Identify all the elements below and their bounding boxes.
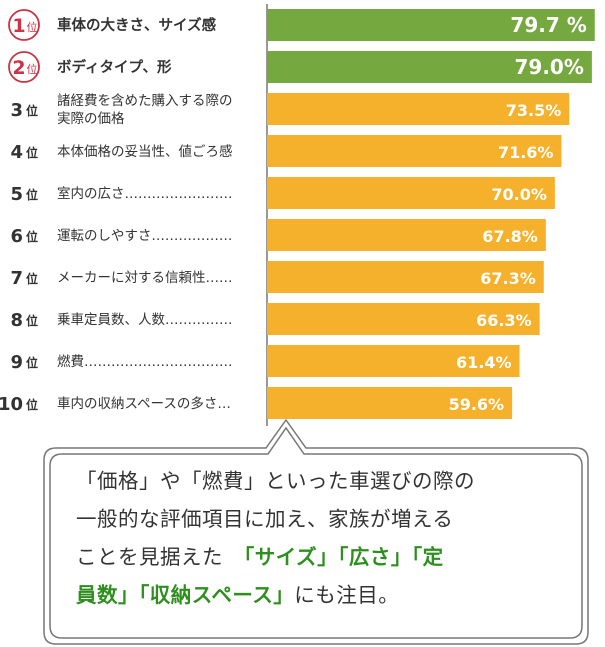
category-label-9: 燃費…………………………… — [57, 353, 233, 370]
rank-suffix-7: 位 — [26, 271, 38, 286]
callout-line-1: 「価格」や「燃費」といった車選びの際の — [76, 469, 475, 493]
value-label-8: 66.3% — [476, 311, 532, 330]
category-label-2: ボディタイプ、形 — [57, 58, 172, 76]
rank-number-6: 6 — [10, 226, 23, 247]
bar-5 — [267, 177, 555, 209]
rank-number-4: 4 — [10, 142, 23, 163]
value-label-5: 70.0% — [491, 185, 547, 204]
callout-line-2: 一般的な評価項目に加え、家族が増える — [76, 507, 454, 531]
rank-suffix-1: 位 — [27, 20, 38, 34]
callout-line-3-highlight: 「サイズ」「広さ」「定 — [244, 545, 444, 569]
category-label-4: 本体価格の妥当性、値ごろ感 — [57, 143, 233, 160]
bar-2 — [267, 51, 592, 83]
value-label-9: 61.4% — [456, 353, 512, 372]
rank-suffix-3: 位 — [26, 103, 38, 118]
bar-9 — [267, 345, 520, 377]
category-label-3-line-2: 実際の価格 — [57, 111, 125, 127]
ranking-bar-chart: 79.7 %1 位車体の大きさ、サイズ感79.0%2 位ボディタイプ、形73.5%3… — [0, 4, 595, 426]
category-label-1: 車体の大きさ、サイズ感 — [57, 16, 217, 34]
rank-circle-2 — [8, 51, 40, 83]
rank-number-9: 9 — [10, 352, 23, 373]
rank-number-8: 8 — [10, 310, 23, 331]
rank-suffix-4: 位 — [26, 145, 38, 160]
rank-suffix-8: 位 — [26, 313, 38, 328]
rank-suffix-10: 位 — [26, 397, 38, 412]
bar-10 — [267, 387, 513, 419]
value-label-10: 59.6% — [449, 395, 505, 414]
bar-8 — [267, 303, 540, 335]
rank-suffix-5: 位 — [26, 187, 38, 202]
callout-line-3: ことを見据えた 「サイズ」「広さ」「定 — [76, 538, 546, 576]
callout-line-4: 員数」「収納スペース」にも注目。 — [76, 576, 546, 614]
bar-7 — [267, 261, 544, 293]
bar-3 — [267, 93, 570, 125]
value-label-2: 79.0% — [514, 55, 583, 79]
rank-number-1: 1 — [12, 15, 25, 37]
bar-1 — [267, 9, 595, 41]
callout-text: 「価格」や「燃費」といった車選びの際の 一般的な評価項目に加え、家族が増える こ… — [76, 462, 546, 614]
value-label-7: 67.3% — [480, 269, 536, 288]
category-label-3-line-1: 諸経費を含めた購入する際の — [57, 93, 233, 109]
callout-line-4-plain: にも注目。 — [294, 583, 400, 607]
rank-suffix-9: 位 — [26, 355, 38, 370]
rank-suffix-2: 位 — [27, 62, 38, 76]
rank-number-5: 5 — [10, 184, 23, 205]
callout-line-3-plain: ことを見据えた — [76, 545, 244, 569]
value-label-3: 73.5% — [506, 101, 562, 120]
rank-number-10: 10 — [0, 394, 23, 415]
rank-circle-1 — [8, 9, 40, 41]
category-label-10: 車内の収納スペースの多さ… — [57, 395, 231, 412]
rank-number-3: 3 — [10, 100, 23, 121]
value-label-6: 67.8% — [482, 227, 538, 246]
value-label-4: 71.6% — [498, 143, 554, 162]
bar-6 — [267, 219, 546, 251]
category-label-7: メーカーに対する信頼性…… — [57, 270, 233, 286]
rank-number-2: 2 — [12, 57, 25, 79]
category-label-5: 室内の広さ…………………… — [57, 185, 233, 202]
category-label-6: 運転のしやすさ……………… — [57, 228, 232, 244]
value-label-1: 79.7 % — [510, 13, 586, 37]
bar-4 — [267, 135, 562, 167]
rank-number-7: 7 — [10, 268, 23, 289]
category-label-8: 乗車定員数、人数…………… — [57, 312, 233, 328]
rank-suffix-6: 位 — [26, 229, 38, 244]
callout-line-4-highlight: 員数」「収納スペース」 — [76, 583, 295, 607]
